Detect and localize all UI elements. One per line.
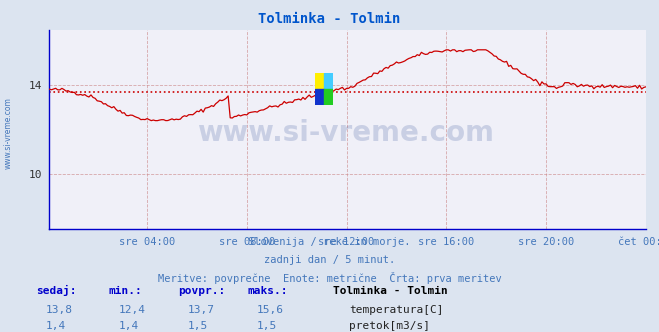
- Text: 1,4: 1,4: [46, 321, 67, 331]
- Text: Meritve: povprečne  Enote: metrične  Črta: prva meritev: Meritve: povprečne Enote: metrične Črta:…: [158, 272, 501, 284]
- Text: zadnji dan / 5 minut.: zadnji dan / 5 minut.: [264, 255, 395, 265]
- Text: www.si-vreme.com: www.si-vreme.com: [198, 119, 494, 147]
- Text: 13,8: 13,8: [46, 305, 73, 315]
- Bar: [324, 73, 333, 89]
- Text: www.si-vreme.com: www.si-vreme.com: [3, 97, 13, 169]
- Text: min.:: min.:: [109, 286, 142, 296]
- Bar: [324, 89, 333, 105]
- Text: Tolminka - Tolmin: Tolminka - Tolmin: [258, 12, 401, 26]
- Text: 1,4: 1,4: [119, 321, 139, 331]
- Text: temperatura[C]: temperatura[C]: [349, 305, 444, 315]
- Text: Tolminka - Tolmin: Tolminka - Tolmin: [333, 286, 447, 296]
- Text: 12,4: 12,4: [119, 305, 146, 315]
- Text: sedaj:: sedaj:: [36, 285, 76, 296]
- Text: 1,5: 1,5: [257, 321, 277, 331]
- Text: 13,7: 13,7: [188, 305, 215, 315]
- Text: povpr.:: povpr.:: [178, 286, 225, 296]
- Text: 1,5: 1,5: [188, 321, 208, 331]
- Text: Slovenija / reke in morje.: Slovenija / reke in morje.: [248, 237, 411, 247]
- Bar: [315, 89, 324, 105]
- Text: pretok[m3/s]: pretok[m3/s]: [349, 321, 430, 331]
- Text: 15,6: 15,6: [257, 305, 284, 315]
- Bar: [315, 73, 324, 89]
- Text: maks.:: maks.:: [247, 286, 287, 296]
